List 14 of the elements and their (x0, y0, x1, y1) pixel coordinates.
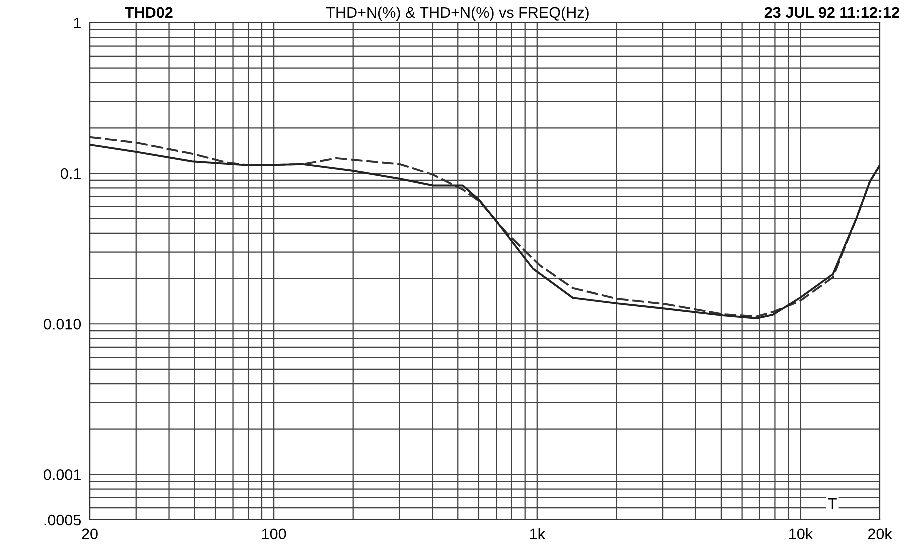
x-tick-label: 10k (790, 528, 814, 540)
y-tick-label: 0.001 (44, 470, 81, 480)
text: THD02 (125, 7, 173, 18)
x-tick-label: 20 (82, 528, 98, 540)
y-tick-label: 0.010 (44, 318, 82, 330)
y-tick-label: .0005 (44, 514, 82, 526)
x-tick-label: 100 (262, 528, 286, 540)
y-tick-label: 0.1 (61, 168, 81, 180)
text: 23 JUL 92 11:12:12 (764, 7, 900, 18)
y-tick-label: 1 (74, 18, 81, 29)
x-tick-label: 1k (530, 528, 546, 540)
chart-title: THD+N(%) & THD+N(%) vs FREQ(Hz) (326, 6, 589, 22)
x-tick-label: 20k (868, 528, 892, 540)
annotation: T (828, 498, 837, 510)
